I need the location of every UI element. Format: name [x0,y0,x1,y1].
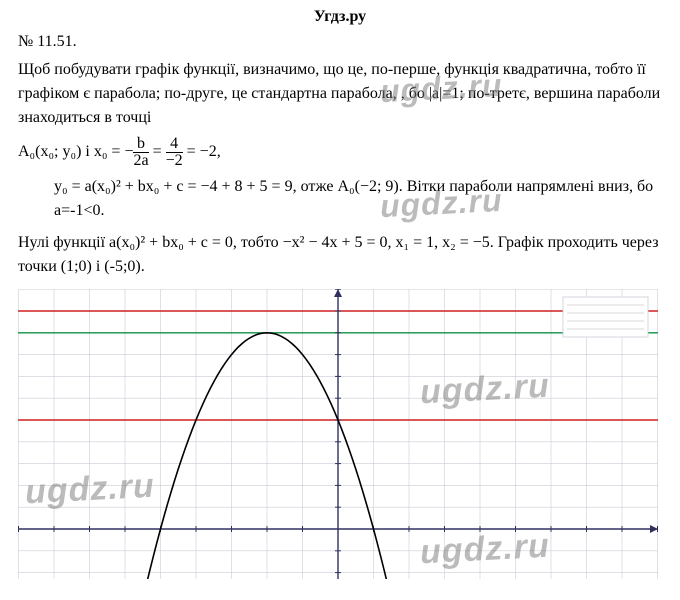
math-vertex-line: A₀(x₀; y₀) і x₀ = −b2a = 4−2 = −2, [18,136,662,169]
problem-number: № 11.51. [18,30,662,54]
site-title: Угдз.ру [314,8,366,25]
paragraph-1: Щоб побудувати графік функції, визначимо… [18,58,662,130]
graph [18,289,662,587]
math-y0-line: y₀ = a(x₀)² + bx₀ + c = −4 + 8 + 5 = 9, … [18,175,662,223]
paragraph-2: Нулі функції a(x₀)² + bx₀ + c = 0, тобто… [18,231,662,279]
